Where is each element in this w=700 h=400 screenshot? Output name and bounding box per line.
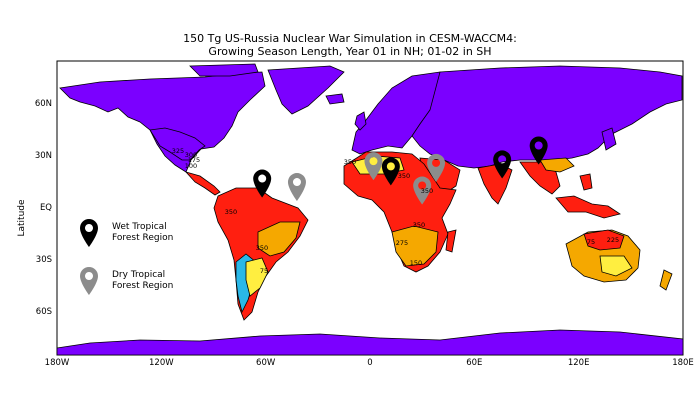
contour-label: 100 — [184, 162, 198, 170]
land-arctic-islands — [189, 63, 259, 77]
land-china-south — [539, 157, 575, 173]
chart-title-line1: 150 Tg US-Russia Nuclear War Simulation … — [183, 32, 517, 45]
legend-wet-label: Wet Tropical Forest Region — [112, 222, 222, 244]
lon-tick-label: 120E — [567, 358, 590, 368]
lon-tick-label: 0 — [367, 358, 373, 368]
land-antarctica — [56, 329, 684, 356]
wet-forest-marker-icon — [529, 136, 548, 165]
lon-tick-label: 60E — [466, 358, 483, 368]
land-south-america-mid — [257, 221, 301, 257]
land-south-america-south — [245, 257, 269, 297]
lat-tick-label: EQ — [39, 203, 52, 213]
land-japan — [601, 127, 617, 151]
lon-tick-label: 60W — [256, 358, 276, 368]
y-axis-label: Latitude — [17, 199, 27, 237]
lat-tick-label: 30N — [34, 150, 52, 161]
legend-wet-line2: Forest Region — [112, 233, 174, 243]
lon-tick-label: 180W — [44, 358, 70, 368]
legend-dry-line2: Forest Region — [112, 281, 174, 291]
contour-label: 300 — [184, 151, 198, 159]
contour-label: 350 — [343, 158, 357, 166]
wet-forest-marker-icon — [253, 169, 272, 198]
land-africa-south-mid — [391, 225, 439, 267]
contour-label: 350 — [420, 187, 434, 195]
dry-forest-marker-icon — [413, 176, 432, 205]
contour-label: 75 — [586, 238, 596, 246]
dry-forest-marker-icon — [364, 152, 383, 181]
legend-dry-label: Dry Tropical Forest Region — [112, 270, 222, 292]
wet-forest-marker-icon — [381, 157, 400, 186]
legend-wet-marker-icon — [80, 219, 98, 247]
land-central-america — [184, 171, 221, 196]
legend-dry-marker-icon — [80, 267, 98, 295]
dry-forest-marker-icon — [427, 153, 446, 182]
contour-label: 150 — [409, 259, 423, 267]
contour-label: 75 — [259, 267, 269, 275]
land-new-zealand — [659, 269, 673, 291]
chart-title-line2: Growing Season Length, Year 01 in NH; 01… — [208, 45, 492, 58]
contour-label: 275 — [395, 239, 409, 247]
land-australia-south — [599, 255, 633, 277]
lon-tick-label: 180E — [672, 358, 694, 368]
lat-tick-label: 30S — [35, 255, 52, 266]
contour-label: 350 — [397, 172, 411, 180]
land-madagascar — [445, 229, 457, 253]
land-iceland — [325, 93, 345, 105]
contour-label: 350 — [224, 208, 238, 216]
land-greenland — [267, 65, 345, 115]
wet-forest-marker-icon — [493, 150, 512, 179]
land-australia-north — [583, 229, 625, 251]
contour-label: 225 — [606, 236, 620, 244]
contour-label: 175 — [187, 156, 201, 164]
land-us-south — [149, 127, 206, 161]
contour-label: 325 — [171, 147, 185, 155]
contour-label: 350 — [412, 221, 426, 229]
marker-layer — [253, 136, 548, 205]
dry-forest-marker-icon — [287, 173, 306, 202]
land-indonesia — [555, 195, 621, 219]
land-uk — [354, 111, 367, 131]
land-philippines — [579, 173, 593, 191]
lat-tick-label: 60N — [34, 98, 52, 109]
legend-wet-line1: Wet Tropical — [112, 222, 167, 232]
lat-tick-label: 60S — [35, 307, 52, 318]
contour-label: 350 — [255, 244, 269, 252]
legend-dry-line1: Dry Tropical — [112, 270, 166, 280]
lon-tick-label: 120W — [149, 358, 174, 368]
